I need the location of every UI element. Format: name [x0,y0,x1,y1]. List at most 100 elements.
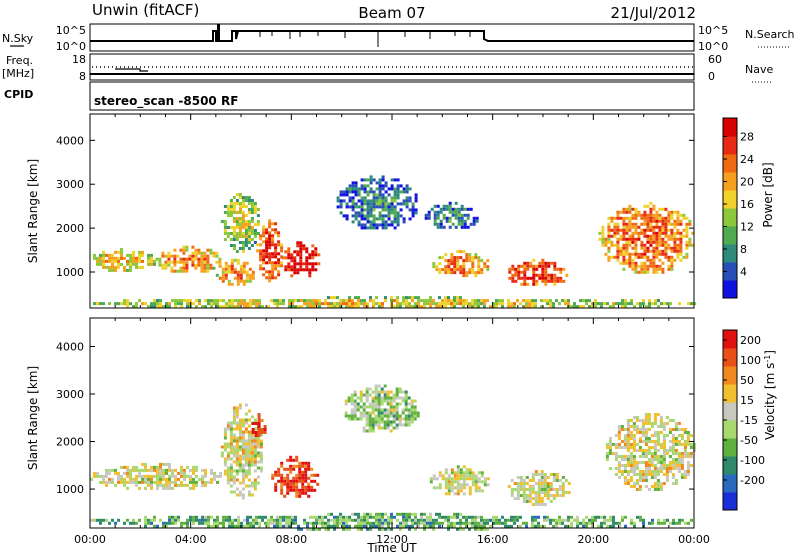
scatter-cell [259,445,263,449]
scatter-cell [655,231,659,235]
scatter-cell [201,518,204,522]
scatter-cell [640,240,644,244]
scatter-cell [359,393,363,397]
scatter-cell [306,527,309,531]
scatter-cell [336,524,339,528]
scatter-cell [271,273,275,277]
scatter-cell [271,264,275,268]
scatter-cell [307,476,311,480]
scatter-cell [153,302,156,306]
scatter-cell [186,465,189,469]
scatter-cell [673,231,677,235]
scatter-cell [356,417,360,421]
scatter-cell [271,270,275,274]
scatter-cell [616,225,620,229]
scatter-cell [386,426,390,430]
scatter-cell [351,512,354,516]
scatter-cell [228,302,231,306]
scatter-cell [626,446,630,449]
scatter-cell [232,406,236,410]
scatter-cell [241,250,245,253]
scatter-cell [662,482,666,485]
scatter-cell [529,276,533,280]
scatter-cell [668,419,672,422]
scatter-cell [369,296,372,300]
scatter-cell [399,184,403,188]
scatter-cell [374,408,378,412]
scatter-cell [450,486,454,490]
scatter-cell [448,210,452,214]
scatter-cell [459,512,462,516]
scatter-cell [318,302,321,306]
scatter-cell [666,518,669,522]
scatter-cell [369,199,373,203]
scatter-cell [366,226,370,230]
scatter-cell [238,247,242,250]
scatter-cell [682,255,686,259]
scatter-cell [102,480,105,484]
scatter-cell [247,247,251,250]
scatter-cell [357,199,361,203]
scatter-cell [295,473,299,477]
scatter-cell [691,243,695,247]
scatter-cell [544,273,548,277]
scatter-cell [238,448,242,452]
scatter-cell [686,470,690,473]
scatter-cell [222,305,225,309]
scatter-cell [381,175,385,179]
scatter-cell [183,471,186,475]
scatter-cell [632,449,636,452]
scatter-cell [624,305,627,309]
scatter-cell [392,417,396,421]
scatter-cell [306,521,309,525]
scatter-cell [617,428,621,431]
nsky-label: N.Sky [2,32,34,45]
nsearch-label: N.Search [745,28,795,41]
scatter-cell [483,483,487,487]
colorbar-tick-label: 20 [740,176,754,189]
scatter-cell [158,263,162,267]
scatter-cell [204,299,207,303]
scatter-cell [250,445,254,449]
scatter-cell [387,217,391,221]
scatter-cell [641,452,645,455]
scatter-cell [186,302,189,306]
scatter-cell [501,299,504,303]
scatter-cell [389,408,393,412]
scatter-cell [351,299,354,303]
scatter-cell [525,494,529,497]
scatter-cell [438,262,442,266]
scatter-cell [564,491,568,494]
scatter-cell [268,240,272,244]
scatter-cell [342,515,345,519]
scatter-cell [348,187,352,191]
scatter-cell [650,473,654,476]
scatter-cell [251,273,255,277]
scatter-cell [646,204,650,208]
scatter-cell [444,265,448,269]
scatter-cell [141,259,144,263]
scatter-cell [108,471,111,475]
scatter-cell [282,515,285,519]
scatter-cell [620,440,624,443]
scatter-cell [471,521,474,525]
scatter-cell [159,465,162,469]
scatter-cell [150,477,153,481]
scatter-cell [637,237,641,241]
scatter-cell [646,228,650,232]
scatter-cell [644,416,648,419]
scatter-cell [644,485,648,488]
scatter-cell [414,305,417,309]
scatter-cell [624,524,627,528]
scatter-cell [544,267,548,271]
scatter-cell [265,231,269,235]
scatter-cell [634,222,638,226]
scatter-cell [456,265,460,269]
scatter-cell [384,527,387,531]
scatter-cell [351,187,355,191]
scatter-cell [362,393,366,397]
scatter-cell [450,477,454,481]
scatter-cell [544,264,548,268]
scatter-cell [665,464,669,467]
scatter-cell [663,302,666,306]
